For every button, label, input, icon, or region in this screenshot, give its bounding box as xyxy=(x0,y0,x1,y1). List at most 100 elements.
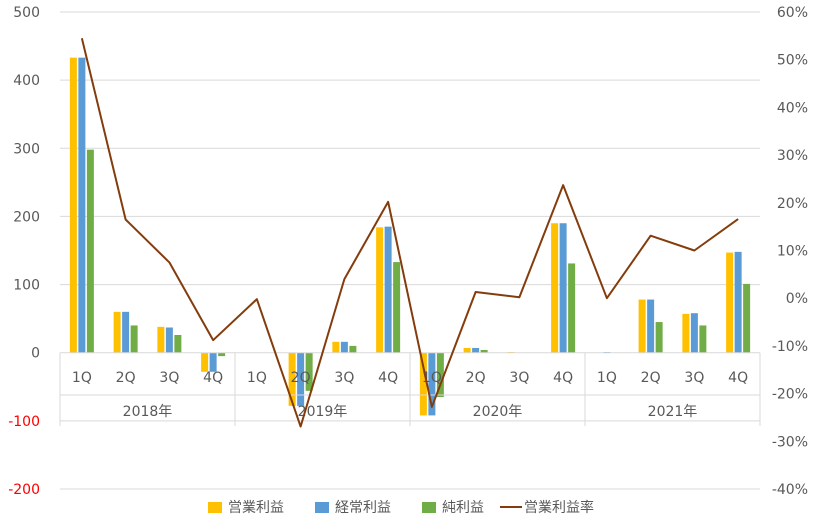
x-tick-label: 3Q xyxy=(509,370,529,386)
x-tick-label: 4Q xyxy=(203,370,223,386)
bar xyxy=(157,326,165,353)
x-tick-label: 4Q xyxy=(378,370,398,386)
bar xyxy=(743,283,751,353)
y-left-tick-label: 100 xyxy=(13,278,40,294)
bar xyxy=(209,352,217,372)
legend-label: 経常利益 xyxy=(335,500,391,516)
bar-series xyxy=(86,149,751,398)
bar xyxy=(428,352,436,416)
y-right-tick-label: 0% xyxy=(786,291,808,307)
bar xyxy=(201,352,209,372)
legend-item: 経常利益 xyxy=(315,500,391,516)
bar xyxy=(682,313,690,353)
y-right-tick-label: 10% xyxy=(777,244,808,260)
bar xyxy=(376,227,384,353)
bar xyxy=(122,311,130,353)
legend-swatch xyxy=(208,502,222,513)
y-axis-right: -40% -30% -20% -10% 0% 10% 20% 30% 40% 50% 60% xyxy=(772,5,808,498)
legend-swatch xyxy=(422,502,436,513)
legend: 営業利益 経常利益 純利益 営業利益率 xyxy=(208,499,594,516)
bar xyxy=(305,352,313,391)
y-right-tick-label: 20% xyxy=(777,196,808,212)
legend-item: 営業利益 xyxy=(208,500,284,516)
legend-item: 営業利益率 xyxy=(500,499,594,516)
bar xyxy=(647,299,655,353)
bar xyxy=(655,322,663,353)
x-tick-label: 3Q xyxy=(334,370,354,386)
bar xyxy=(174,334,182,353)
y-right-tick-label: 30% xyxy=(777,148,808,164)
y-left-tick-label: -200 xyxy=(8,482,40,498)
bar-series xyxy=(69,57,734,416)
bar xyxy=(551,223,559,353)
bars xyxy=(69,57,751,416)
y-right-tick-label: 50% xyxy=(777,53,808,69)
x-group-label: 2021年 xyxy=(648,404,698,420)
y-axis-left: -200 -100 0 100 200 300 400 500 xyxy=(8,5,40,498)
x-tick-label: 1Q xyxy=(247,370,267,386)
x-tick-label: 2Q xyxy=(116,370,136,386)
bar xyxy=(113,311,121,353)
y-right-tick-label: -10% xyxy=(772,339,808,355)
x-tick-label: 4Q xyxy=(553,370,573,386)
bar xyxy=(86,149,94,353)
bar-series xyxy=(78,57,742,416)
y-left-tick-label: 300 xyxy=(13,141,40,157)
y-right-tick-label: 60% xyxy=(777,5,808,21)
x-tick-label: 1Q xyxy=(72,370,92,386)
bar xyxy=(436,352,444,398)
bar xyxy=(349,345,357,353)
bar xyxy=(699,325,707,353)
bar xyxy=(419,352,427,416)
bar xyxy=(69,57,77,353)
x-tick-label: 2Q xyxy=(641,370,661,386)
bar xyxy=(78,57,86,353)
bar xyxy=(165,327,173,353)
y-right-tick-label: -40% xyxy=(772,482,808,498)
y-left-tick-label: -100 xyxy=(8,414,40,430)
x-tick-label: 1Q xyxy=(597,370,617,386)
x-tick-label: 3Q xyxy=(684,370,704,386)
bar xyxy=(638,299,646,353)
x-group-label: 2019年 xyxy=(298,404,348,420)
bar xyxy=(218,352,226,357)
bar xyxy=(297,352,305,406)
y-left-tick-label: 0 xyxy=(31,346,40,362)
bar xyxy=(559,223,567,353)
x-tick-label: 3Q xyxy=(159,370,179,386)
bar xyxy=(340,341,348,353)
bar xyxy=(288,352,296,406)
bar xyxy=(463,347,471,353)
bar xyxy=(384,226,392,353)
y-right-tick-label: -30% xyxy=(772,434,808,450)
bar xyxy=(690,313,698,353)
gridlines xyxy=(60,11,760,490)
bar xyxy=(480,349,488,353)
y-left-tick-label: 400 xyxy=(13,73,40,89)
bar xyxy=(472,347,480,353)
x-group-label: 2020年 xyxy=(473,404,523,420)
bar xyxy=(734,251,742,353)
bar xyxy=(332,341,340,353)
bar xyxy=(568,263,576,353)
bar xyxy=(130,325,138,353)
y-left-tick-label: 500 xyxy=(13,5,40,21)
bar xyxy=(726,252,734,353)
x-tick-label: 2Q xyxy=(291,370,311,386)
y-right-tick-label: 40% xyxy=(777,100,808,116)
legend-label: 営業利益 xyxy=(228,500,284,516)
legend-item: 純利益 xyxy=(422,500,484,516)
legend-label: 営業利益率 xyxy=(524,499,594,516)
x-tick-label: 4Q xyxy=(728,370,748,386)
line-series xyxy=(80,38,739,428)
y-left-tick-label: 200 xyxy=(13,209,40,225)
x-tick-label: 2Q xyxy=(466,370,486,386)
x-group-label: 2018年 xyxy=(123,404,173,420)
y-right-tick-label: -20% xyxy=(772,387,808,403)
legend-swatch xyxy=(315,502,329,513)
legend-label: 純利益 xyxy=(442,500,484,516)
bar xyxy=(393,262,401,353)
